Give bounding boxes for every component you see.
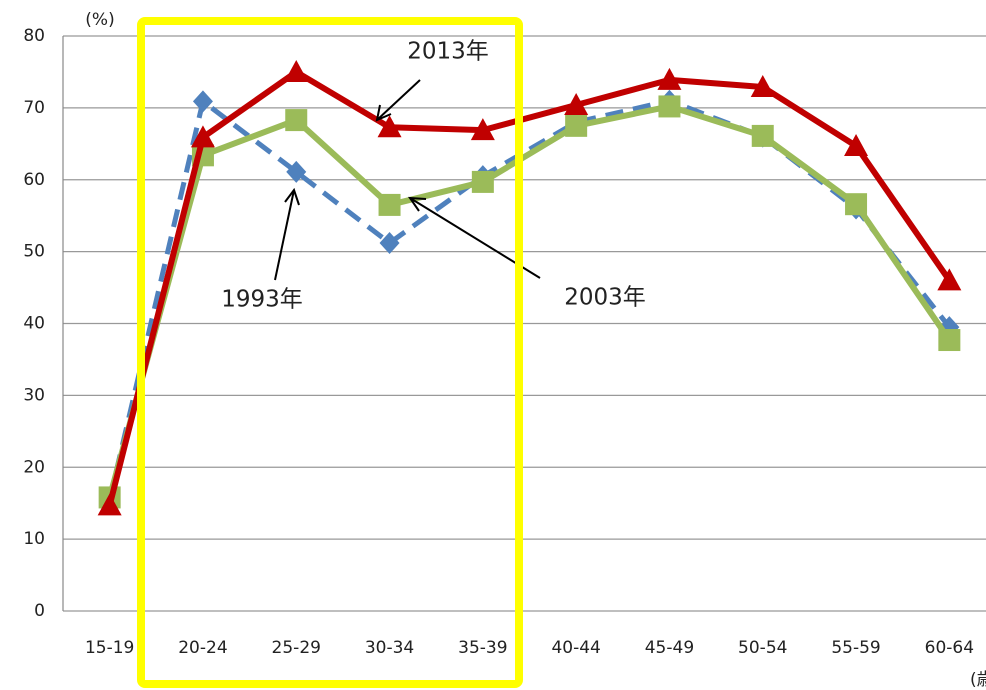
marker bbox=[657, 67, 682, 90]
y-tick-label: 30 bbox=[23, 385, 45, 405]
marker bbox=[564, 93, 589, 115]
marker bbox=[286, 160, 307, 183]
marker bbox=[285, 109, 308, 132]
x-tick-label: 55-59 bbox=[831, 638, 880, 658]
x-tick-label: 20-24 bbox=[178, 638, 227, 658]
x-tick-label: 30-34 bbox=[365, 638, 414, 658]
marker bbox=[190, 125, 215, 148]
y-tick-label: 40 bbox=[23, 314, 45, 334]
marker bbox=[379, 232, 400, 254]
x-tick-label: 25-29 bbox=[272, 638, 321, 658]
y-unit: (%) bbox=[85, 10, 114, 30]
marker bbox=[284, 59, 309, 82]
marker bbox=[938, 329, 961, 352]
x-tick-label: 60-64 bbox=[925, 638, 974, 658]
marker bbox=[844, 133, 869, 156]
y-tick-label: 0 bbox=[34, 601, 45, 621]
marker bbox=[565, 114, 588, 137]
marker bbox=[658, 95, 681, 118]
y-tick-label: 20 bbox=[23, 457, 45, 477]
marker bbox=[845, 193, 868, 216]
x-tick-label: 40-44 bbox=[551, 638, 600, 658]
marker bbox=[471, 170, 494, 193]
highlight-box bbox=[137, 17, 523, 688]
y-tick-label: 80 bbox=[23, 26, 45, 46]
marker bbox=[192, 90, 213, 113]
marker bbox=[377, 115, 402, 138]
y-tick-label: 60 bbox=[23, 170, 45, 190]
annotation: 2003年 bbox=[564, 285, 646, 311]
annotation: 1993年 bbox=[221, 287, 303, 313]
marker bbox=[470, 118, 495, 141]
y-tick-label: 10 bbox=[23, 529, 45, 549]
x-unit: (歳) bbox=[970, 670, 986, 690]
marker bbox=[751, 124, 774, 147]
marker bbox=[97, 493, 122, 516]
marker bbox=[378, 193, 401, 216]
y-tick-label: 70 bbox=[23, 98, 45, 118]
marker bbox=[750, 75, 775, 98]
x-tick-label: 45-49 bbox=[645, 638, 694, 658]
series-line bbox=[106, 68, 952, 507]
y-tick-label: 50 bbox=[23, 242, 45, 262]
series-line bbox=[106, 103, 952, 499]
marker bbox=[937, 268, 962, 291]
annotation: 2013年 bbox=[407, 39, 489, 65]
x-tick-label: 50-54 bbox=[738, 638, 787, 658]
x-tick-label: 15-19 bbox=[85, 638, 134, 658]
x-tick-label: 35-39 bbox=[458, 638, 507, 658]
